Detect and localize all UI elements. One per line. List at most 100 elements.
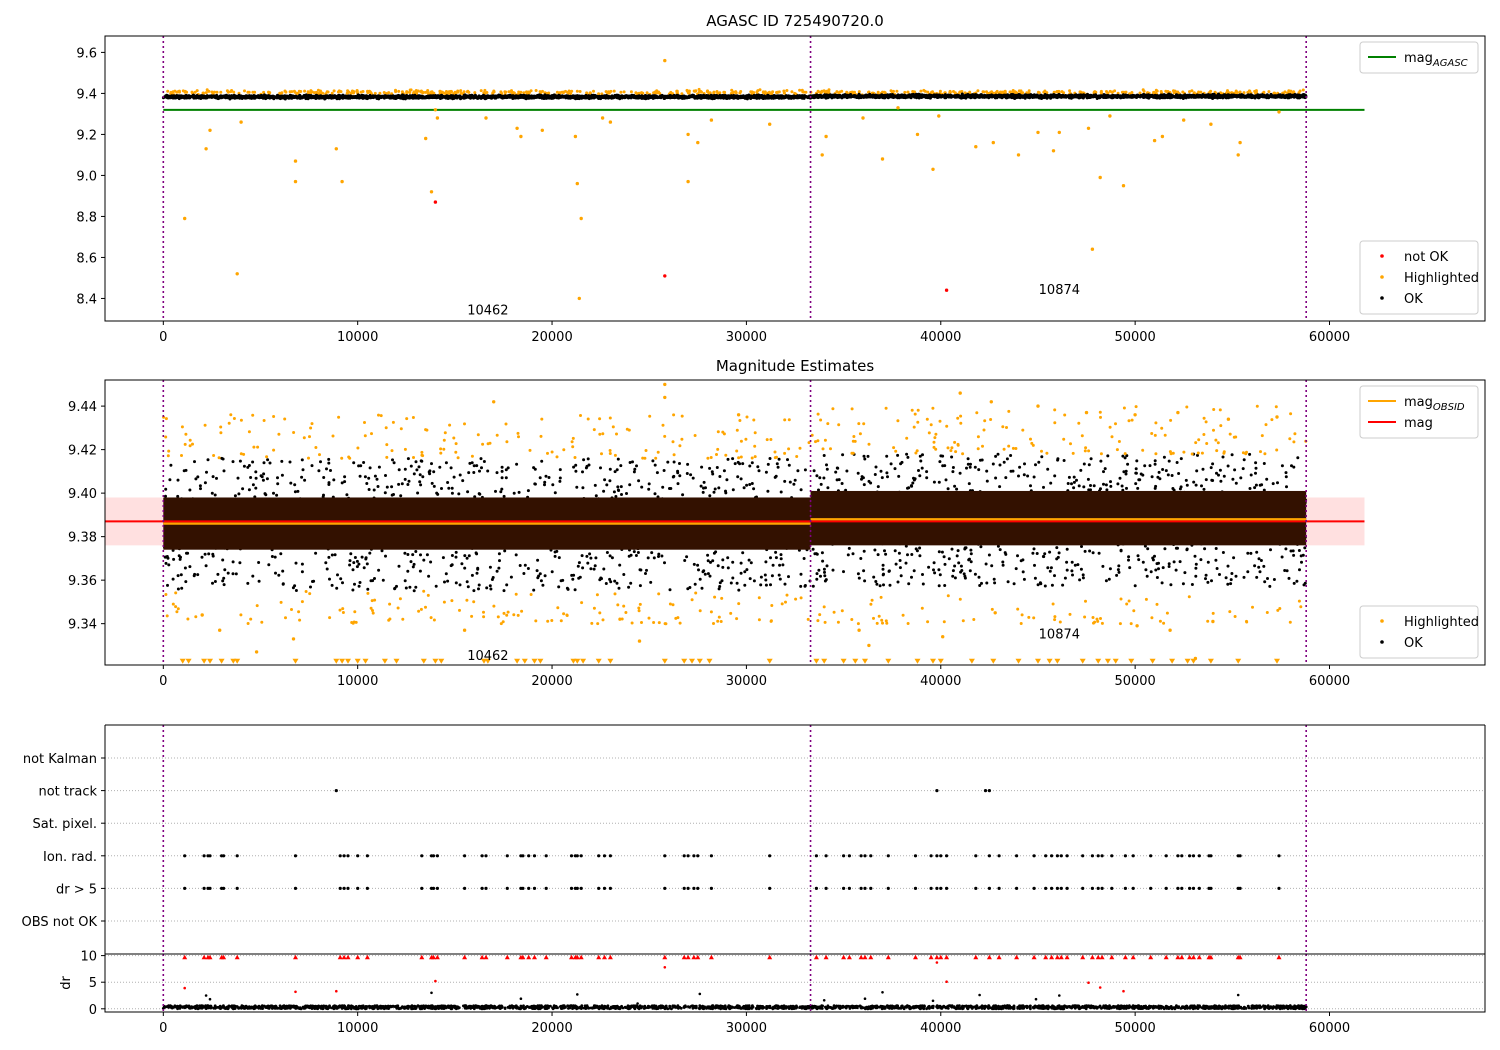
- highlighted-point: [306, 90, 310, 94]
- highlighted-point: [288, 90, 292, 94]
- highlighted-point: [225, 89, 229, 93]
- ok-point: [687, 95, 691, 99]
- ok-point: [624, 95, 628, 99]
- highlighted-point: [1008, 90, 1012, 94]
- ok-point: [248, 96, 252, 100]
- highlighted-point: [752, 91, 756, 95]
- highlighted-point: [657, 90, 661, 94]
- highlighted-point: [412, 90, 416, 94]
- ok-point: [780, 94, 784, 98]
- highlighted-point: [645, 91, 649, 95]
- highlighted-point: [1011, 89, 1015, 92]
- highlighted-point: [315, 91, 319, 95]
- highlighted-point: [309, 89, 313, 93]
- highlighted-point: [708, 91, 712, 95]
- ok-point: [659, 95, 663, 99]
- highlighted-point: [373, 91, 377, 95]
- highlighted-point: [400, 90, 404, 94]
- highlighted-point: [604, 90, 608, 94]
- highlighted-point: [798, 88, 802, 92]
- ok-point: [334, 94, 338, 98]
- highlighted-point: [758, 88, 762, 92]
- highlighted-point: [1234, 89, 1238, 93]
- highlighted-point: [485, 91, 489, 94]
- highlighted-point: [1188, 90, 1191, 94]
- highlighted-point: [320, 91, 324, 95]
- ok-point: [270, 95, 274, 99]
- highlighted-point: [1078, 90, 1082, 94]
- highlighted-point: [1120, 90, 1124, 94]
- ok-point: [539, 93, 542, 97]
- highlighted-point: [561, 91, 565, 95]
- ok-point: [306, 95, 310, 99]
- highlighted-point: [390, 92, 394, 96]
- highlighted-point: [1002, 90, 1006, 94]
- highlighted-point: [509, 89, 513, 93]
- ok-point: [225, 95, 228, 99]
- ok-point: [238, 95, 242, 99]
- highlighted-point: [566, 91, 570, 94]
- highlighted-point: [827, 88, 831, 92]
- highlighted-point: [802, 90, 806, 94]
- highlighted-point: [1068, 89, 1072, 93]
- highlighted-point: [903, 90, 907, 94]
- highlighted-point: [243, 89, 246, 93]
- highlighted-point: [1060, 90, 1064, 94]
- highlighted-point: [892, 89, 895, 93]
- ok-point: [173, 95, 177, 99]
- ok-point: [191, 95, 195, 99]
- highlighted-point: [734, 91, 738, 95]
- ok-point: [371, 95, 375, 98]
- highlighted-point: [1230, 91, 1234, 95]
- ok-point: [289, 95, 293, 98]
- ok-point: [709, 95, 713, 99]
- highlighted-point: [1248, 89, 1252, 93]
- highlighted-point: [459, 91, 463, 95]
- ok-point: [314, 97, 318, 100]
- highlighted-point: [246, 90, 250, 94]
- highlighted-point: [569, 92, 573, 95]
- highlighted-point: [981, 90, 985, 94]
- ok-point: [742, 95, 745, 99]
- highlighted-point: [635, 92, 639, 96]
- highlighted-point: [326, 90, 330, 94]
- highlighted-point: [1190, 89, 1194, 93]
- highlighted-point: [293, 90, 297, 94]
- ok-point: [547, 95, 551, 99]
- highlighted-point: [347, 90, 351, 94]
- ok-point: [458, 95, 462, 99]
- ok-point: [705, 94, 709, 98]
- highlighted-point: [923, 89, 927, 93]
- highlighted-point: [698, 90, 702, 94]
- highlighted-point: [775, 91, 778, 94]
- highlighted-point: [465, 90, 469, 94]
- ok-point: [620, 95, 624, 99]
- highlighted-point: [913, 90, 916, 94]
- highlighted-point: [640, 91, 643, 95]
- ok-point: [699, 96, 703, 100]
- highlighted-point: [755, 90, 759, 94]
- highlighted-point: [1242, 91, 1246, 95]
- highlighted-point: [793, 91, 797, 95]
- ok-point: [339, 96, 343, 100]
- ok-point: [358, 96, 362, 99]
- highlighted-point: [1138, 91, 1142, 95]
- ok-point: [787, 96, 791, 100]
- highlighted-point: [575, 89, 579, 93]
- ok-point: [574, 97, 578, 101]
- ok-point: [449, 96, 453, 99]
- highlighted-point: [382, 91, 386, 94]
- highlighted-point: [715, 90, 719, 93]
- ok-point: [605, 95, 609, 99]
- ok-point: [506, 94, 510, 98]
- highlighted-point: [538, 90, 542, 94]
- highlighted-point: [316, 88, 320, 92]
- ok-point: [761, 95, 765, 98]
- highlighted-point: [303, 89, 307, 93]
- highlighted-point: [522, 91, 526, 95]
- highlighted-point: [1181, 90, 1185, 94]
- highlighted-point: [761, 90, 765, 94]
- highlighted-point: [1199, 90, 1203, 94]
- ok-point: [396, 93, 400, 97]
- highlighted-point: [426, 91, 430, 95]
